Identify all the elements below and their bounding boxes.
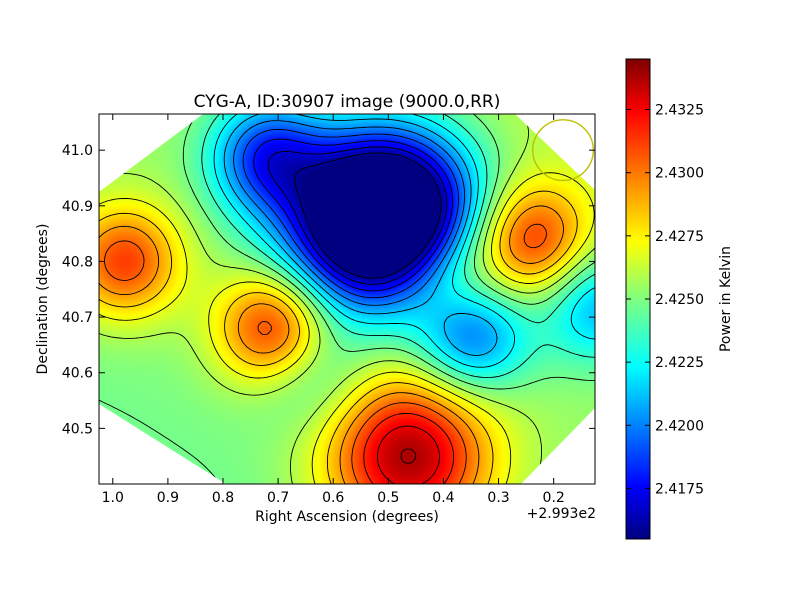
y-axis-label: Declination (degrees) [35,224,51,375]
heatmap-area [99,114,595,484]
plot-frame [98,113,596,485]
x-tick-label: 0.8 [212,490,234,506]
colorbar-label: Power in Kelvin [718,246,734,352]
x-offset-label: +2.993e2 [527,506,596,522]
colorbar-tick-label: 2.4225 [655,355,704,371]
x-tick-label: 0.4 [432,490,454,506]
colorbar-tick-label: 2.4200 [655,418,704,434]
contour-line [213,114,595,368]
y-tick-label: 40.8 [62,254,93,270]
x-tick-label: 0.2 [543,490,565,506]
contour-line [376,425,440,484]
contour-line [104,223,548,484]
x-axis: 1.0 0.9 0.8 0.7 0.6 0.5 0.4 0.3 0.2 [102,114,565,506]
x-tick-label: 0.9 [157,490,179,506]
y-tick-label: 40.7 [62,310,93,326]
x-tick-label: 0.5 [377,490,399,506]
contour-line [233,120,466,306]
y-tick-label: 40.5 [62,421,93,437]
y-axis: 40.5 40.6 40.7 40.8 40.9 41.0 [62,143,595,437]
contour-line [99,205,564,484]
contour-line [201,114,595,379]
y-tick-label: 40.9 [62,199,93,215]
contour-lines [99,114,595,484]
x-tick-label: 0.6 [322,490,344,506]
colorbar-tick-label: 2.4275 [655,229,704,245]
x-tick-label: 0.3 [487,490,509,506]
contour-line [242,128,459,299]
contour-line [400,448,417,464]
colorbar: 2.4175 2.4200 2.4225 2.4250 2.4275 2.4300 2.43… [625,58,734,540]
contour-line [99,190,578,484]
x-axis-label: Right Ascension (degrees) [255,509,439,525]
chart-title: CYG-A, ID:30907 image (9000.0,RR) [194,92,501,112]
x-tick-label: 0.7 [267,490,289,506]
y-tick-label: 41.0 [62,143,93,159]
colorbar-tick-label: 2.4175 [655,481,704,497]
contour-line [223,114,498,356]
x-tick-label: 1.0 [102,490,124,506]
contour-line [294,152,442,279]
colorbar-tick-label: 2.4250 [655,292,704,308]
colorbar-tick-label: 2.4300 [655,166,704,182]
colorbar-ticks: 2.4175 2.4200 2.4225 2.4250 2.4275 2.4300 2.43… [626,103,704,497]
contour-line [363,412,455,484]
colorbar-tick-label: 2.4325 [655,103,704,119]
y-tick-label: 40.6 [62,366,93,382]
contour-line [253,138,454,292]
contour-line [99,172,595,484]
contour-line [267,146,448,285]
